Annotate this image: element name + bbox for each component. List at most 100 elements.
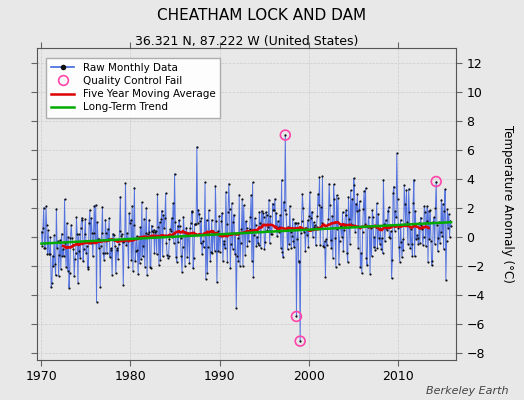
Point — [406, 245, 414, 252]
Point — [214, 248, 223, 254]
Point — [243, 243, 252, 249]
Point — [296, 338, 304, 344]
Point — [168, 234, 177, 240]
Point — [318, 220, 326, 226]
Point — [434, 235, 443, 242]
Point — [312, 224, 321, 230]
Point — [396, 216, 405, 223]
Point — [174, 239, 182, 245]
Point — [229, 219, 237, 226]
Point — [238, 196, 246, 202]
Point — [344, 194, 353, 200]
Point — [165, 236, 173, 242]
Point — [104, 235, 113, 242]
Point — [426, 207, 434, 214]
Point — [423, 203, 431, 209]
Point — [101, 249, 109, 256]
Point — [215, 212, 223, 219]
Point — [301, 248, 310, 254]
Point — [248, 258, 256, 264]
Point — [386, 235, 394, 242]
Point — [123, 230, 131, 236]
Point — [152, 228, 160, 234]
Point — [371, 247, 379, 253]
Point — [353, 208, 361, 214]
Point — [428, 258, 436, 264]
Point — [261, 239, 269, 246]
Point — [85, 219, 93, 226]
Point — [444, 224, 452, 231]
Point — [66, 270, 74, 276]
Point — [440, 208, 449, 214]
Point — [239, 202, 248, 208]
Point — [122, 180, 130, 186]
Point — [334, 195, 342, 201]
Point — [196, 240, 205, 246]
Point — [285, 241, 293, 248]
Point — [286, 203, 294, 209]
Point — [408, 253, 417, 259]
Point — [207, 249, 215, 256]
Point — [347, 220, 356, 227]
Point — [147, 265, 155, 272]
Point — [430, 214, 438, 220]
Point — [438, 233, 446, 240]
Point — [91, 239, 99, 245]
Point — [332, 264, 340, 270]
Point — [277, 177, 286, 183]
Point — [180, 228, 189, 235]
Point — [223, 259, 232, 265]
Point — [309, 219, 318, 226]
Point — [186, 225, 194, 231]
Point — [175, 217, 183, 224]
Point — [103, 226, 112, 232]
Point — [362, 254, 370, 261]
Point — [127, 256, 136, 263]
Point — [305, 189, 314, 195]
Point — [213, 279, 221, 286]
Point — [348, 196, 356, 202]
Point — [369, 244, 378, 250]
Point — [208, 217, 216, 223]
Point — [409, 199, 417, 206]
Point — [52, 206, 61, 212]
Point — [400, 182, 408, 188]
Point — [419, 242, 427, 248]
Point — [50, 232, 58, 239]
Point — [389, 190, 397, 196]
Point — [365, 223, 374, 230]
Point — [282, 211, 290, 217]
Point — [401, 221, 410, 228]
Point — [78, 214, 86, 221]
Point — [139, 242, 148, 249]
Point — [308, 208, 316, 215]
Point — [330, 181, 338, 188]
Point — [156, 219, 164, 226]
Point — [217, 218, 225, 224]
Point — [268, 200, 277, 207]
Point — [378, 235, 386, 241]
Point — [126, 217, 135, 223]
Point — [178, 269, 186, 275]
Point — [252, 243, 260, 250]
Point — [289, 238, 298, 245]
Point — [436, 240, 444, 246]
Point — [129, 222, 138, 228]
Point — [335, 238, 344, 244]
Point — [436, 229, 445, 235]
Point — [73, 231, 81, 237]
Point — [442, 238, 451, 244]
Point — [234, 235, 242, 242]
Point — [380, 221, 388, 228]
Point — [417, 222, 425, 228]
Point — [237, 226, 246, 232]
Point — [410, 176, 418, 183]
Point — [137, 256, 145, 263]
Point — [287, 244, 296, 251]
Point — [224, 208, 232, 215]
Point — [161, 190, 170, 196]
Point — [200, 231, 209, 237]
Point — [88, 230, 96, 236]
Point — [292, 313, 301, 320]
Point — [265, 196, 273, 203]
